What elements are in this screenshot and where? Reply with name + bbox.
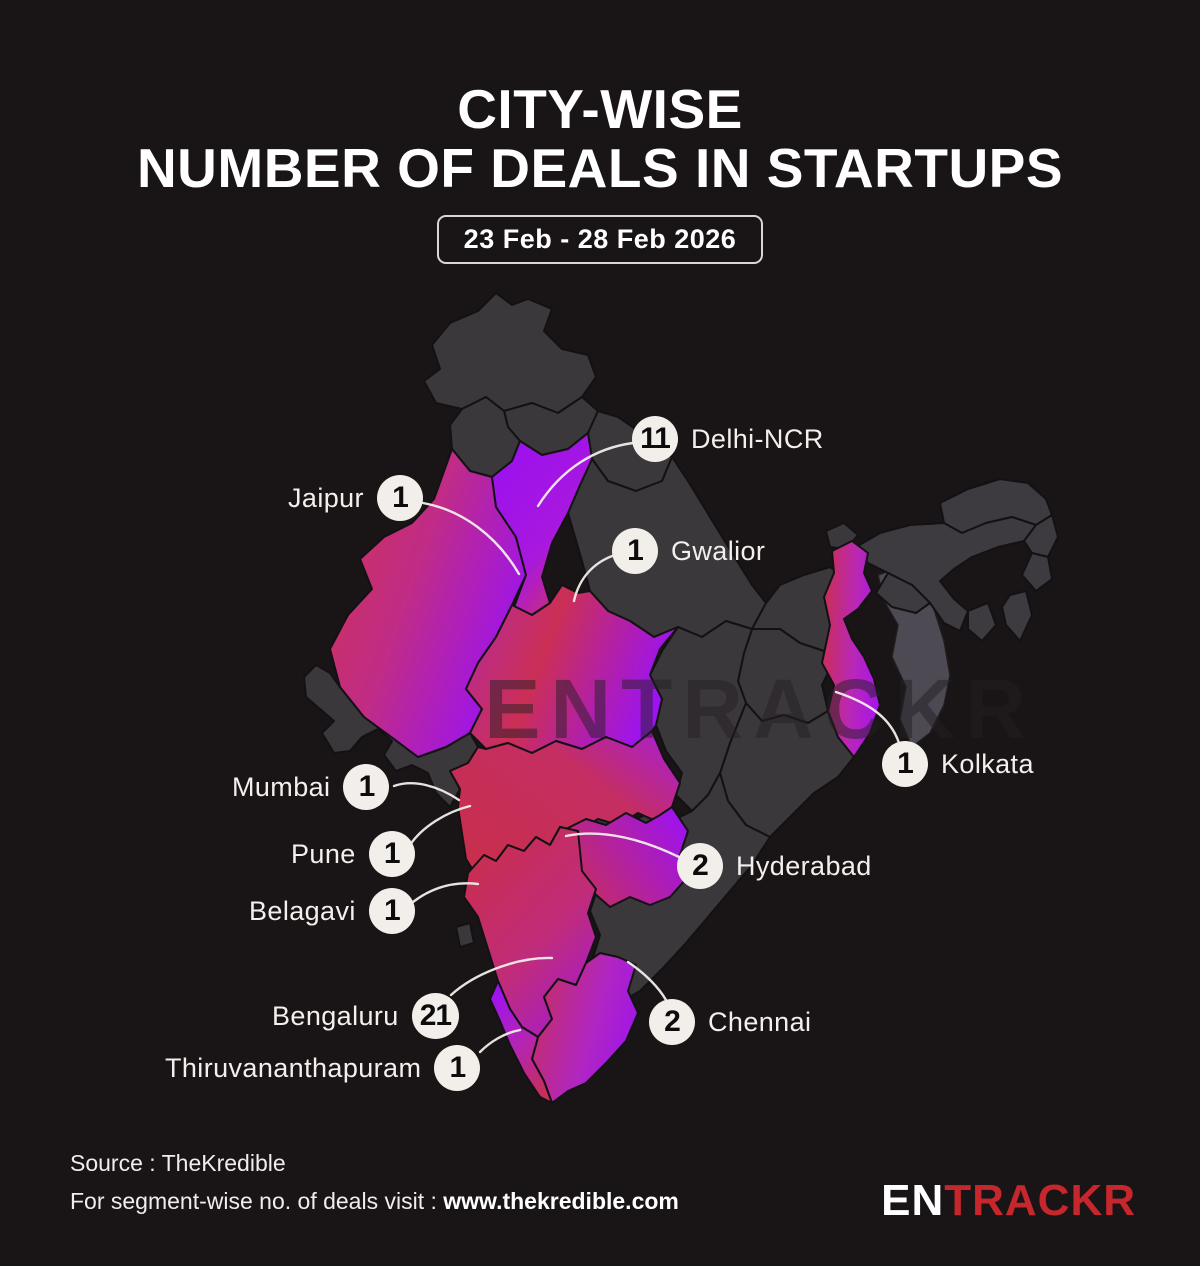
state-kerala: [489, 980, 553, 1104]
state-west-bengal: [821, 540, 881, 758]
page-title-line1: CITY-WISE: [457, 78, 743, 140]
city-label-mumbai: Mumbai: [232, 771, 331, 802]
city-label-jaipur: Jaipur: [288, 482, 364, 513]
deal-count-badge-belagavi: 1: [368, 888, 415, 934]
leader-line-kolkata: [834, 690, 901, 745]
deal-count-badge-mumbai: 1: [343, 764, 390, 810]
city-callout-belagavi: Belagavi 1: [249, 888, 415, 934]
city-callout-gwalior: 1 Gwalior: [612, 528, 765, 574]
cta-url: www.thekredible.com: [443, 1188, 679, 1214]
watermark: ENTRACKR: [484, 662, 1035, 756]
city-label-chennai: Chennai: [708, 1006, 812, 1037]
deal-count-badge-bengaluru: 21: [411, 993, 460, 1039]
entrackr-logo: ENTRACKR: [881, 1176, 1136, 1226]
deal-count-badge-kolkata: 1: [882, 741, 928, 787]
header: CITY-WISE NUMBER OF DEALS IN STARTUPS 23…: [0, 80, 1200, 264]
entrackr-logo-trackr: TRACKR: [944, 1176, 1136, 1225]
entrackr-logo-en: EN: [881, 1176, 945, 1225]
city-callout-thiruvananthapuram: Thiruvananthapuram 1: [165, 1045, 481, 1091]
city-label-hyderabad: Hyderabad: [736, 850, 872, 881]
city-label-belagavi: Belagavi: [249, 895, 356, 926]
deal-count-badge-jaipur: 1: [376, 475, 423, 521]
city-callout-hyderabad: 2 Hyderabad: [677, 843, 872, 889]
state-manipur: [1021, 552, 1053, 592]
deal-count-badge-gwalior: 1: [612, 528, 658, 574]
city-callout-jaipur: Jaipur 1: [288, 475, 423, 521]
state-tripura: [967, 602, 997, 642]
city-label-pune: Pune: [291, 838, 356, 869]
deal-count-badge-chennai: 2: [649, 999, 695, 1045]
date-range-badge: 23 Feb - 28 Feb 2026: [436, 215, 764, 264]
leader-line-delhi-ncr: [536, 441, 635, 508]
state-jammu-kashmir: [423, 292, 597, 414]
city-callout-chennai: 2 Chennai: [649, 999, 811, 1045]
leader-line-bengaluru: [449, 956, 554, 997]
state-meghalaya: [875, 572, 931, 614]
city-label-thiruvananthapuram: Thiruvananthapuram: [165, 1052, 422, 1083]
city-label-kolkata: Kolkata: [941, 748, 1034, 779]
city-callout-pune: Pune 1: [291, 831, 415, 877]
city-callout-bengaluru: Bengaluru 21: [272, 993, 460, 1039]
state-tamil-nadu: [531, 952, 639, 1104]
city-label-gwalior: Gwalior: [671, 535, 766, 566]
city-label-delhi-ncr: Delhi-NCR: [691, 423, 824, 454]
cta-text: For segment-wise no. of deals visit :: [70, 1188, 444, 1214]
deal-count-badge-hyderabad: 2: [677, 843, 723, 889]
deal-count-badge-thiruvananthapuram: 1: [434, 1045, 481, 1091]
state-mizoram: [1001, 590, 1033, 642]
state-haryana-delhi: [491, 432, 593, 616]
leader-line-jaipur: [421, 501, 521, 576]
deal-count-badge-delhi-ncr: 11: [632, 416, 678, 462]
leader-line-gwalior: [572, 553, 617, 603]
city-callout-delhi-ncr: 11 Delhi-NCR: [632, 416, 824, 462]
city-callout-kolkata: 1 Kolkata: [882, 741, 1034, 787]
leader-line-hyderabad: [564, 832, 681, 859]
state-goa: [455, 922, 475, 948]
city-label-bengaluru: Bengaluru: [272, 1000, 399, 1031]
deal-count-badge-pune: 1: [368, 831, 415, 877]
source-text: Source : TheKredible: [70, 1150, 286, 1176]
leader-line-belagavi: [411, 882, 480, 904]
leader-line-chennai: [626, 960, 668, 1002]
city-callout-mumbai: Mumbai 1: [232, 764, 390, 810]
leader-line-thiruvananthapuram: [478, 1028, 522, 1054]
leader-line-mumbai: [392, 782, 461, 802]
page-title-line2: NUMBER OF DEALS IN STARTUPS: [136, 137, 1064, 199]
leader-line-pune: [408, 804, 472, 847]
cta-line: For segment-wise no. of deals visit : ww…: [70, 1188, 679, 1215]
